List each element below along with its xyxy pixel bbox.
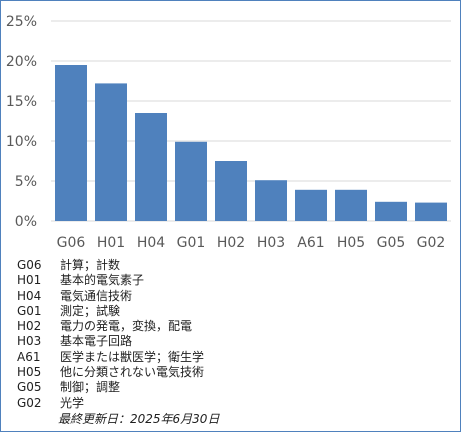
legend-item: H03 基本電子回路: [17, 334, 457, 349]
legend-description: 他に分類されない電気技術: [60, 365, 205, 380]
legend-item: H05 他に分類されない電気技術: [17, 365, 457, 380]
y-tick-label: 25%: [6, 14, 37, 30]
legend-description: 光学: [60, 395, 85, 410]
legend-code: A61: [17, 349, 41, 364]
y-tick-label: 5%: [15, 174, 37, 190]
legend-code: H03: [17, 334, 42, 349]
x-tick-label: H05: [337, 235, 365, 251]
y-tick-label: 10%: [6, 134, 37, 150]
legend-description: 医学または獣医学；衛生学: [60, 349, 205, 364]
legend-item: G05 制御；調整: [17, 380, 457, 395]
y-axis-labels: 0% 5% 10% 15% 20% 25%: [6, 14, 37, 230]
legend-description: 制御；調整: [60, 380, 121, 395]
bar-g06: [55, 65, 87, 221]
bar-g01: [175, 141, 207, 221]
bar-a61: [295, 189, 327, 221]
x-tick-label: G02: [417, 235, 446, 251]
x-tick-label: A61: [297, 235, 324, 251]
bar-g05: [375, 201, 407, 221]
legend-code: H02: [17, 319, 42, 334]
bar-g02: [415, 202, 447, 221]
bar-h03: [255, 180, 287, 221]
x-tick-label: H02: [217, 235, 245, 251]
bar-h02: [215, 161, 247, 221]
bar-h01: [95, 83, 127, 222]
y-tick-label: 15%: [6, 94, 37, 110]
legend-code: H05: [17, 365, 42, 380]
legend-description: 計算；計数: [60, 258, 121, 272]
x-tick-label: G06: [57, 235, 86, 251]
last-updated-note: 最終更新日：2025年6月30日: [58, 412, 220, 426]
legend-code: H04: [17, 288, 42, 303]
legend-item: H02 電力の発電，変換，配電: [17, 319, 457, 334]
x-tick-label: G05: [377, 235, 406, 251]
legend-item: H01 基本的電気素子: [17, 273, 457, 288]
x-tick-label: H03: [257, 235, 285, 251]
legend-code: H01: [17, 273, 42, 288]
bar-h05: [335, 189, 367, 221]
bar-chart: 0% 5% 10% 15% 20% 25% G06 H01 H04 G01 H02 H03 A61 H0…: [6, 14, 451, 251]
legend-item: G06 計算；計数: [17, 258, 457, 273]
x-axis-labels: G06 H01 H04 G01 H02 H03 A61 H05 G05 G02: [57, 235, 446, 251]
bar-h04: [135, 113, 167, 221]
legend-description: 測定；試験: [60, 303, 121, 318]
legend-item: G02 光学: [17, 396, 457, 411]
legend-item: H04 電気通信技術: [17, 289, 457, 304]
legend-code: G01: [17, 303, 42, 318]
x-tick-label: G01: [177, 235, 206, 251]
x-tick-label: H04: [137, 235, 165, 251]
bars: [55, 65, 447, 222]
legend-code: G06: [17, 258, 42, 272]
legend-code: G02: [17, 395, 42, 410]
y-tick-label: 0%: [15, 214, 37, 230]
legend-description: 電気通信技術: [60, 288, 133, 303]
y-tick-label: 20%: [6, 54, 37, 70]
x-tick-label: H01: [97, 235, 125, 251]
legend-item: A61 医学または獣医学；衛生学: [17, 350, 457, 365]
legend-item: G01 測定；試験: [17, 304, 457, 319]
legend-description: 電力の発電，変換，配電: [60, 319, 193, 334]
legend-description: 基本電子回路: [60, 334, 133, 349]
legend-code: G05: [17, 380, 42, 395]
category-legend: G06 計算；計数 H01 基本的電気素子 H04 電気通信技術 G01 測定；…: [17, 258, 457, 411]
legend-description: 基本的電気素子: [60, 273, 145, 288]
